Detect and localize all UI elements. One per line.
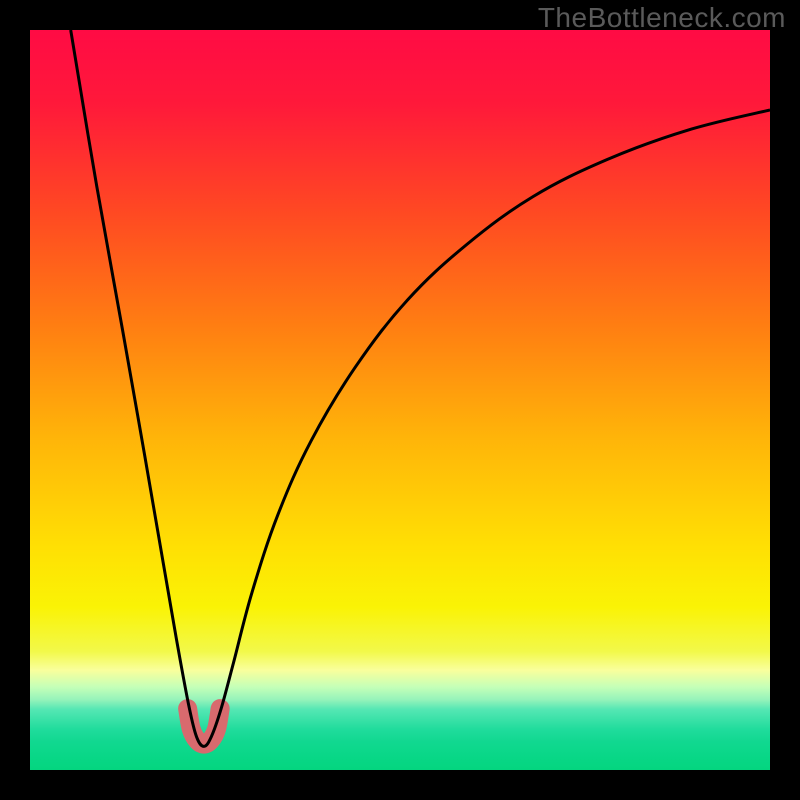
chart-svg: [0, 0, 800, 800]
chart-stage: TheBottleneck.com: [0, 0, 800, 800]
